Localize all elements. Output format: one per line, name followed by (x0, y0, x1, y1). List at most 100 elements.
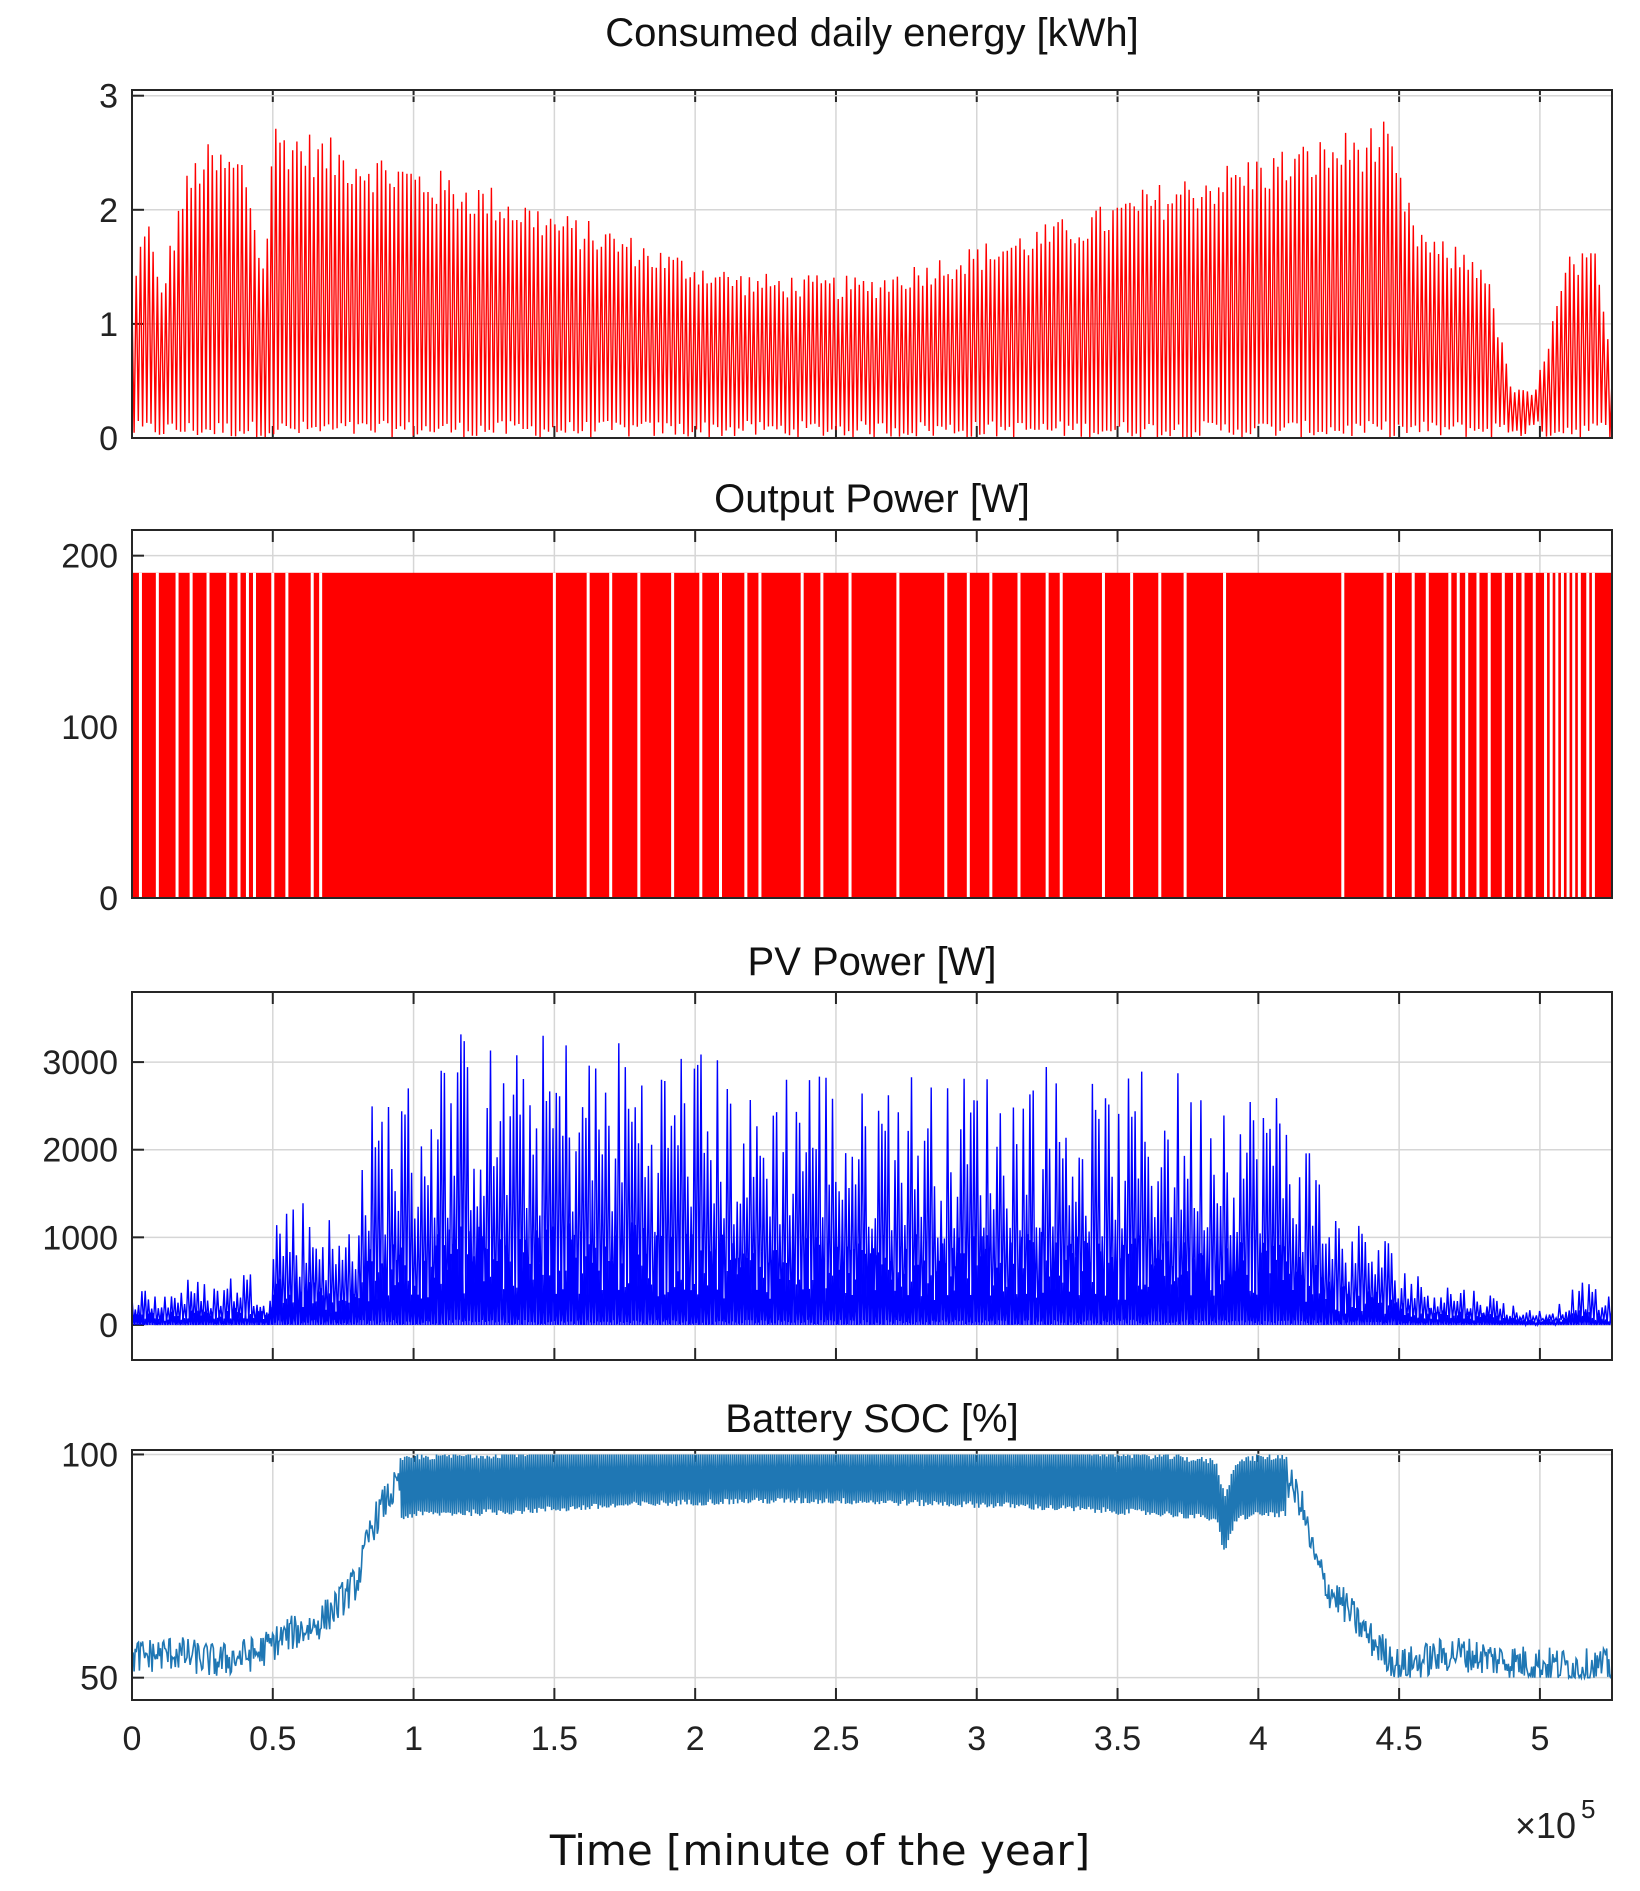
series-gap (848, 572, 852, 898)
series-gap (271, 572, 275, 898)
series-gap (189, 572, 193, 898)
series-gap (719, 572, 723, 898)
chart-panel-3: 0 1000 2000 3000 PV Power [W] (42, 940, 1613, 1361)
y-tick-label: 100 (61, 1436, 118, 1474)
plot-frame (131, 991, 1613, 1361)
series-gap (1572, 572, 1576, 898)
series-gap (944, 572, 948, 898)
series-band (131, 1222, 1613, 1328)
series-gap (1566, 572, 1570, 898)
series-gap (1487, 572, 1491, 898)
chart-title: Consumed daily energy [kWh] (605, 11, 1139, 55)
series-gap (1532, 572, 1536, 898)
series-gap (138, 572, 142, 898)
series-gap (1341, 572, 1345, 898)
series-gap (699, 572, 703, 898)
series-gap (175, 572, 179, 898)
series-gap (896, 572, 900, 898)
x-tick-label: 2.5 (812, 1720, 859, 1758)
series-gap (1101, 572, 1105, 898)
y-tick-label: 2000 (42, 1132, 118, 1170)
series-gap (671, 572, 675, 898)
series-gap (1448, 572, 1452, 898)
series-gap (285, 572, 289, 898)
chart-panel-1: 0 1 2 3 Consumed daily energy [kWh] (99, 11, 1613, 458)
series-gap (744, 572, 748, 898)
y-tick-label: 3 (99, 78, 118, 116)
plot-frame (131, 89, 1613, 439)
series-gap (1383, 572, 1387, 898)
series-gap (155, 572, 159, 898)
series-gap (310, 572, 314, 898)
series-gap (1223, 572, 1227, 898)
series-gap (245, 572, 249, 898)
x-tick-label: 5 (1530, 1720, 1549, 1758)
y-tick-label: 1000 (42, 1219, 118, 1257)
x-tick-label: 3.5 (1094, 1720, 1141, 1758)
series-gap (966, 572, 970, 898)
series-gap (1391, 572, 1395, 898)
y-tick-label: 0 (99, 1307, 118, 1345)
x-tick-label: 1 (404, 1720, 423, 1758)
series-gap (1425, 572, 1429, 898)
x-tick-label: 0 (123, 1720, 142, 1758)
series-gap (206, 572, 210, 898)
series-gap (552, 572, 556, 898)
y-tick-label: 0 (99, 420, 118, 458)
series-gap (758, 572, 762, 898)
x-axis-label: Time [minute of the year] (549, 1826, 1090, 1875)
x-tick-label: 2 (686, 1720, 705, 1758)
plot-frame (131, 529, 1613, 899)
x-exponent-label: ×10 (1515, 1805, 1576, 1846)
series-line (131, 1034, 1613, 1325)
x-tick-label: 0.5 (249, 1720, 296, 1758)
series-gap (1456, 572, 1460, 898)
series-gap (1465, 572, 1469, 898)
series-gap (1513, 572, 1517, 898)
chart-title: PV Power [W] (748, 940, 997, 984)
series-gap (1017, 572, 1021, 898)
x-tick-label: 1.5 (531, 1720, 578, 1758)
series-gap (800, 572, 804, 898)
series-gap (1555, 572, 1559, 898)
series-gap (1549, 572, 1553, 898)
y-tick-label: 3000 (42, 1044, 118, 1082)
series-gap (1045, 572, 1049, 898)
series-gap (989, 572, 993, 898)
y-tick-label: 200 (61, 538, 118, 576)
series-gap (637, 572, 641, 898)
series-gap (319, 572, 323, 898)
series-line (131, 121, 1613, 438)
x-exponent-value: 5 (1581, 1794, 1595, 1824)
series-gap (252, 572, 256, 898)
y-tick-label: 100 (61, 709, 118, 747)
series-gap (1059, 572, 1063, 898)
series-gap (1476, 572, 1480, 898)
series-gap (1591, 572, 1595, 898)
plot-frame (131, 1449, 1613, 1701)
series-gap (1577, 572, 1581, 898)
y-tick-label: 50 (80, 1660, 118, 1698)
y-tick-label: 1 (99, 306, 118, 344)
series-gap (1560, 572, 1564, 898)
series-gap (609, 572, 613, 898)
x-tick-label: 4.5 (1375, 1720, 1422, 1758)
series-gap (1130, 572, 1134, 898)
series-gap (1158, 572, 1162, 898)
series-gap (1411, 572, 1415, 898)
series-gap (1183, 572, 1187, 898)
series-gap (1586, 572, 1590, 898)
y-tick-label: 2 (99, 192, 118, 230)
series-gap (586, 572, 590, 898)
series-gap (1501, 572, 1505, 898)
series-gap (1544, 572, 1548, 898)
y-tick-label: 0 (99, 880, 118, 918)
series-gap (820, 572, 824, 898)
series-line (131, 1454, 1613, 1681)
x-tick-label: 4 (1249, 1720, 1268, 1758)
series-gap (1521, 572, 1525, 898)
plot-area (131, 1449, 1613, 1701)
series-gap (226, 572, 230, 898)
series-area (133, 572, 1611, 898)
